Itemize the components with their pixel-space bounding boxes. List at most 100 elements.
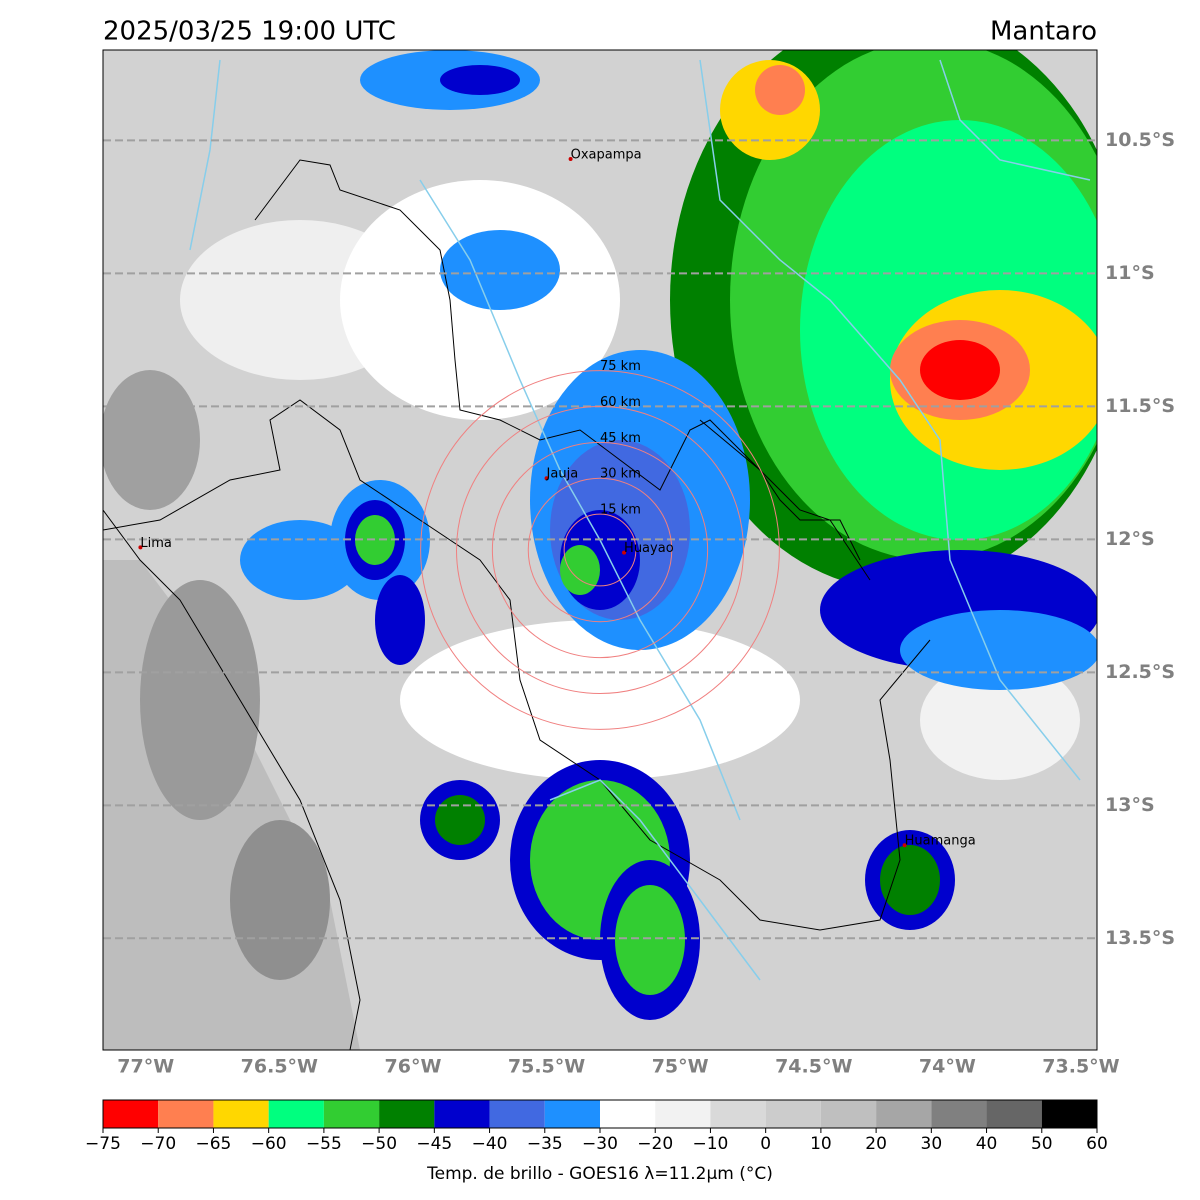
colorbar-tick-label: −30	[582, 1134, 618, 1154]
colorbar-segment	[268, 1100, 324, 1128]
range-ring	[455, 405, 745, 695]
range-ring	[420, 370, 780, 730]
ring-label: 45 km	[600, 431, 641, 446]
colorbar-segment	[103, 1100, 159, 1128]
colorbar-segment	[1041, 1100, 1097, 1128]
city-dot	[622, 550, 627, 555]
colorbar-tick-label: 20	[865, 1134, 887, 1154]
lat-label: 11°S	[1105, 262, 1155, 284]
lat-label: 10.5°S	[1105, 129, 1175, 151]
ring-label: 30 km	[600, 467, 641, 482]
river	[699, 59, 1081, 781]
colorbar-tick-label: 60	[1086, 1134, 1108, 1154]
cloud-area	[920, 660, 1080, 780]
ring-label: 60 km	[600, 395, 641, 410]
river	[189, 59, 221, 251]
ring-label: 75 km	[600, 359, 641, 374]
map-frame	[102, 49, 1098, 1051]
cloud-area	[880, 845, 940, 915]
cloud-area	[140, 580, 260, 820]
colorbar-tick-label: −35	[527, 1134, 563, 1154]
colorbar-tick-label: 10	[810, 1134, 832, 1154]
colorbar-tick-label: −70	[140, 1134, 176, 1154]
lon-label: 74°W	[919, 1056, 976, 1078]
colorbar-tick-label: 30	[921, 1134, 943, 1154]
boundary	[103, 399, 931, 931]
coastline	[103, 509, 361, 1050]
cloud-area	[615, 885, 685, 995]
city-label: Jauja	[546, 467, 579, 482]
cloud-area	[560, 545, 600, 595]
city-label: Huamanga	[905, 834, 976, 849]
colorbar-tick-label: −75	[85, 1134, 121, 1154]
river	[419, 179, 741, 821]
range-ring	[491, 441, 709, 659]
cloud-area	[920, 340, 1000, 400]
river	[549, 779, 761, 981]
lat-label: 13°S	[1105, 794, 1155, 816]
city-dot	[568, 157, 573, 162]
colorbar-segment	[434, 1100, 490, 1128]
colorbar-tick-label: 0	[760, 1134, 771, 1154]
lat-label: 11.5°S	[1105, 395, 1175, 417]
colorbar-tick-label: −60	[251, 1134, 287, 1154]
city-dot	[902, 843, 907, 848]
colorbar-segment	[379, 1100, 435, 1128]
lat-label: 12°S	[1105, 528, 1155, 550]
colorbar-tick-label: −45	[416, 1134, 452, 1154]
lon-label: 76°W	[385, 1056, 442, 1078]
colorbar-segment	[655, 1100, 711, 1128]
city-dot	[138, 545, 143, 550]
colorbar-segment	[876, 1100, 932, 1128]
cloud-area	[103, 370, 200, 510]
colorbar-segment	[931, 1100, 987, 1128]
colorbar-segment	[600, 1100, 656, 1128]
cloud-area	[400, 620, 800, 780]
colorbar-tick-label: 40	[976, 1134, 998, 1154]
colorbar-tick-label: −55	[306, 1134, 342, 1154]
colorbar-segment	[213, 1100, 269, 1128]
cloud-area	[900, 610, 1097, 690]
colorbar-segment	[765, 1100, 821, 1128]
colorbar-segment	[710, 1100, 766, 1128]
lon-label: 77°W	[117, 1056, 174, 1078]
colorbar-tick-label: −20	[637, 1134, 673, 1154]
city-dot	[544, 476, 549, 481]
lon-label: 74.5°W	[775, 1056, 852, 1078]
cloud-area	[355, 515, 395, 565]
colorbar-tick-label: 50	[1031, 1134, 1053, 1154]
colorbar-segment	[820, 1100, 877, 1128]
lon-label: 75°W	[652, 1056, 709, 1078]
cloud-area	[435, 795, 485, 845]
lon-label: 73.5°W	[1042, 1056, 1119, 1078]
colorbar-segment	[986, 1100, 1042, 1128]
lon-label: 75.5°W	[508, 1056, 585, 1078]
colorbar-segment	[544, 1100, 600, 1128]
colorbar-tick-label: −65	[195, 1134, 231, 1154]
cloud-area	[755, 65, 805, 115]
colorbar-segment	[489, 1100, 545, 1128]
colorbar-label: Temp. de brillo - GOES16 λ=11.2μm (°C)	[426, 1164, 773, 1184]
colorbar-segment	[158, 1100, 214, 1128]
colorbar-tick-label: −40	[472, 1134, 508, 1154]
lat-label: 12.5°S	[1105, 661, 1175, 683]
ring-label: 15 km	[600, 503, 641, 518]
boundary	[699, 419, 861, 561]
region-name: Mantaro	[990, 17, 1097, 47]
colorbar-segment	[323, 1100, 380, 1128]
cloud-area	[440, 230, 560, 310]
city-label: Oxapampa	[571, 148, 642, 163]
colorbar-tick-label: −50	[361, 1134, 397, 1154]
cloud-area	[230, 820, 330, 980]
boundary	[254, 159, 871, 581]
map-area: 15 km 30 km 45 km 60 km 75 km Oxapampa Jauja Li…	[103, 50, 1097, 1050]
range-ring	[563, 513, 637, 587]
title: 2025/03/25 19:00 UTC	[103, 17, 396, 47]
cloud-area	[440, 65, 520, 95]
lon-label: 76.5°W	[241, 1056, 318, 1078]
city-label: Huayao	[624, 541, 674, 556]
cloud-area	[375, 575, 425, 665]
city-label: Lima	[140, 536, 171, 551]
